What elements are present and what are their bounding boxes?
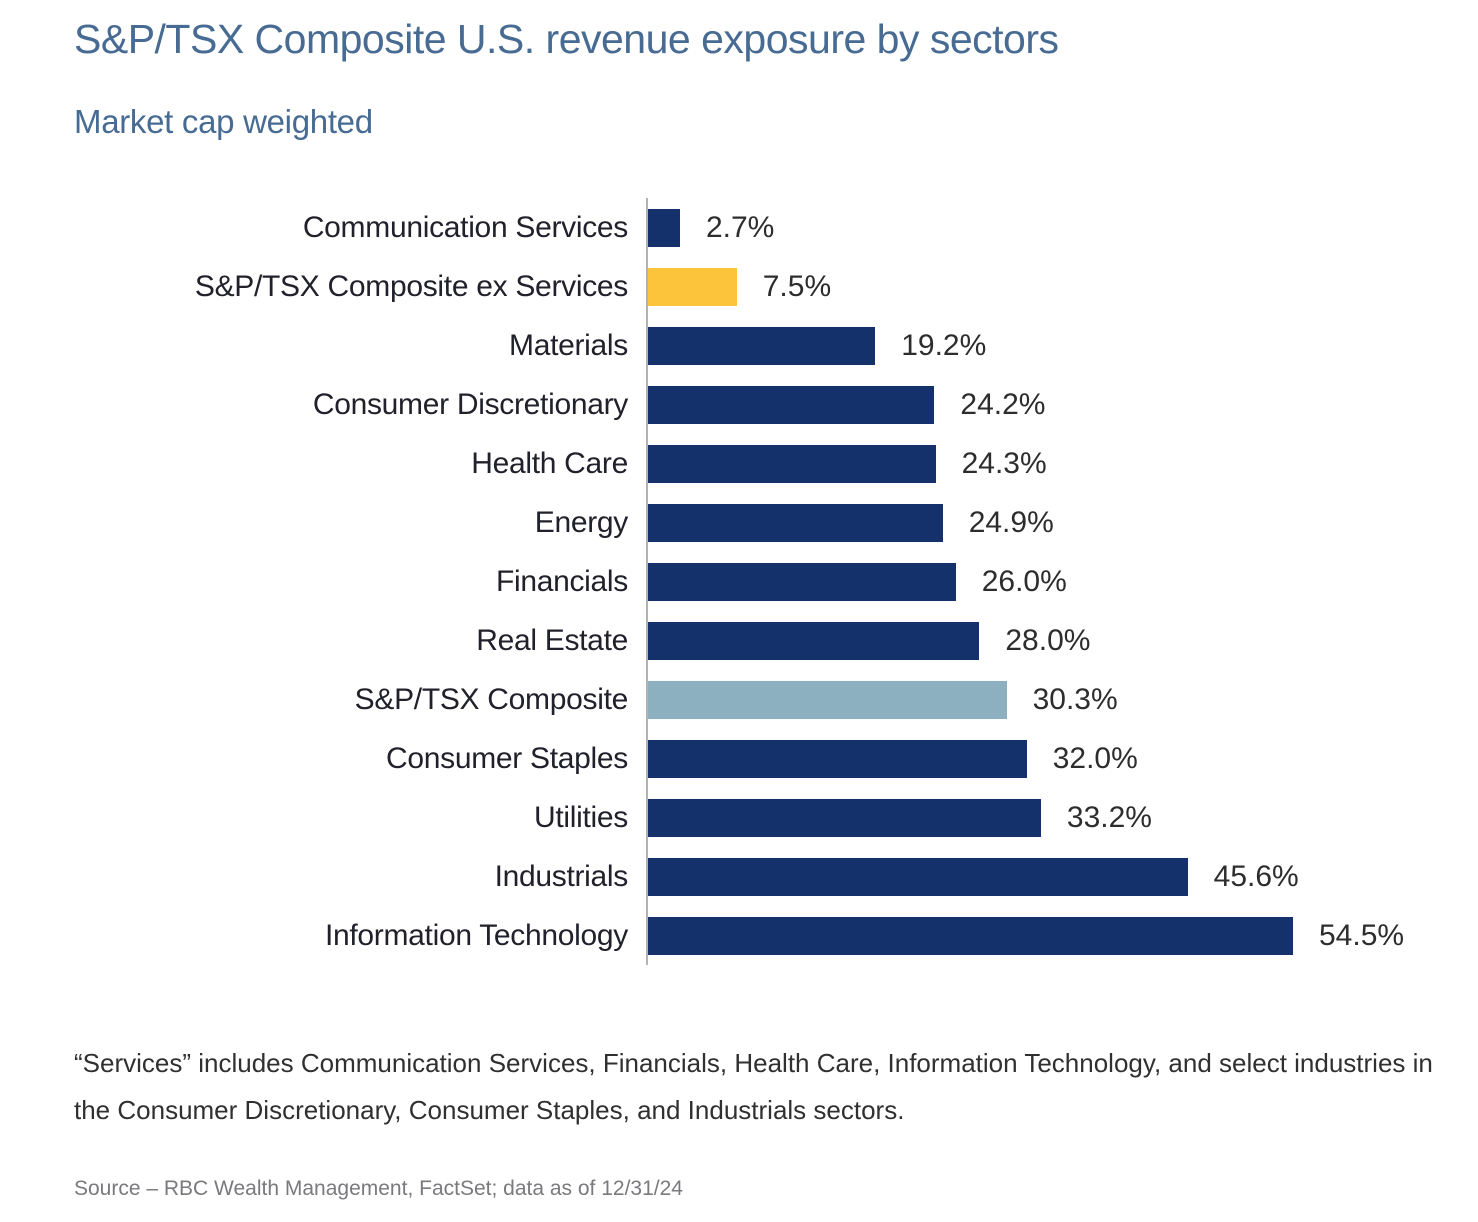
value-label: 24.3% — [961, 446, 1047, 480]
chart-row: S&P/TSX Composite ex Services 7.5% — [0, 257, 1478, 316]
plot-area: 7.5% — [646, 257, 1478, 316]
chart-row: Communication Services 2.7% — [0, 198, 1478, 257]
plot-area: 24.9% — [646, 493, 1478, 552]
value-label: 2.7% — [705, 210, 775, 244]
bar — [648, 680, 1007, 719]
chart-row: Health Care 24.3% — [0, 434, 1478, 493]
value-label: 28.0% — [1005, 623, 1091, 657]
category-label: S&P/TSX Composite — [354, 682, 629, 716]
chart-row: Consumer Discretionary 24.2% — [0, 375, 1478, 434]
bar — [648, 798, 1041, 837]
category-label: S&P/TSX Composite ex Services — [194, 269, 628, 303]
category-label: Consumer Discretionary — [312, 387, 628, 421]
plot-area: 33.2% — [646, 788, 1478, 847]
value-label: 32.0% — [1052, 741, 1138, 775]
category-label: Materials — [509, 328, 628, 362]
chart-row: Utilities 33.2% — [0, 788, 1478, 847]
footnote-text: “Services” includes Communication Servic… — [74, 1048, 1433, 1125]
category-label: Consumer Staples — [386, 741, 628, 775]
bar — [648, 562, 956, 601]
chart-row: Real Estate 28.0% — [0, 611, 1478, 670]
category-label: Financials — [495, 564, 628, 598]
bar — [648, 267, 737, 306]
plot-area: 28.0% — [646, 611, 1478, 670]
plot-area: 54.5% — [646, 906, 1478, 965]
value-label: 7.5% — [762, 269, 832, 303]
value-label: 54.5% — [1319, 918, 1405, 952]
category-label: Health Care — [471, 446, 628, 480]
category-label: Real Estate — [476, 623, 628, 657]
plot-area: 24.2% — [646, 375, 1478, 434]
plot-area: 2.7% — [646, 198, 1478, 257]
plot-area: 19.2% — [646, 316, 1478, 375]
chart-row: Information Technology 54.5% — [0, 906, 1478, 965]
plot-area: 26.0% — [646, 552, 1478, 611]
bar — [648, 208, 680, 247]
category-label: Utilities — [534, 800, 628, 834]
value-label: 19.2% — [901, 328, 987, 362]
bar — [648, 857, 1188, 896]
value-label: 45.6% — [1213, 859, 1299, 893]
value-label: 24.9% — [968, 505, 1054, 539]
category-label: Industrials — [494, 859, 629, 893]
category-label: Information Technology — [324, 918, 628, 952]
chart-row: S&P/TSX Composite 30.3% — [0, 670, 1478, 729]
plot-area: 32.0% — [646, 729, 1478, 788]
bar — [648, 385, 935, 424]
value-label: 24.2% — [960, 387, 1046, 421]
value-label: 30.3% — [1032, 682, 1118, 716]
bar-chart: Communication Services 2.7% S&P/TSX Compos… — [0, 198, 1478, 965]
category-label: Communication Services — [302, 210, 628, 244]
bar — [648, 444, 936, 483]
chart-row: Energy 24.9% — [0, 493, 1478, 552]
page-subtitle: Market cap weighted — [74, 103, 373, 140]
bar — [648, 503, 943, 542]
chart-row: Materials 19.2% — [0, 316, 1478, 375]
value-label: 26.0% — [981, 564, 1067, 598]
bar — [648, 739, 1027, 778]
plot-area: 24.3% — [646, 434, 1478, 493]
plot-area: 45.6% — [646, 847, 1478, 906]
chart-row: Industrials 45.6% — [0, 847, 1478, 906]
bar — [648, 326, 876, 365]
bar — [648, 621, 980, 660]
source-text: Source – RBC Wealth Management, FactSet;… — [74, 1177, 683, 1200]
chart-row: Consumer Staples 32.0% — [0, 729, 1478, 788]
category-label: Energy — [534, 505, 629, 539]
plot-area: 30.3% — [646, 670, 1478, 729]
bar — [648, 916, 1293, 955]
chart-row: Financials 26.0% — [0, 552, 1478, 611]
page-title: S&P/TSX Composite U.S. revenue exposure … — [74, 16, 1059, 62]
value-label: 33.2% — [1066, 800, 1152, 834]
